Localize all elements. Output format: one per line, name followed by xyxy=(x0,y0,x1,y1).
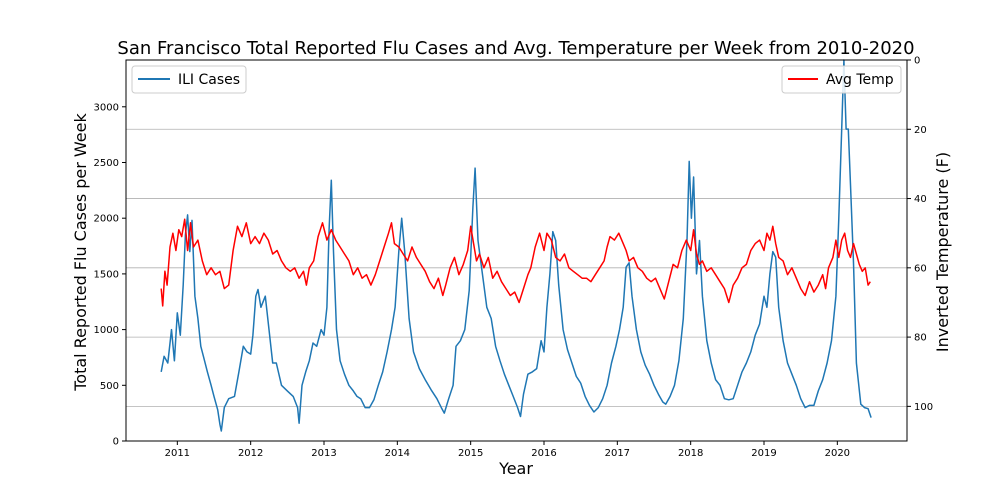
y-left-tick-label: 1000 xyxy=(94,325,119,336)
y-axis-right-ticks: 0 20 40 60 80 100 xyxy=(907,56,933,413)
legend-left-label: ILI Cases xyxy=(178,72,240,88)
legend-right-label: Avg Temp xyxy=(826,72,894,88)
series-lines xyxy=(160,59,872,432)
y-right-tick-label: 80 xyxy=(914,333,927,344)
legend-right: Avg Temp xyxy=(781,65,902,94)
y-left-tick-label: 3000 xyxy=(94,102,119,113)
x-tick-label: 2019 xyxy=(751,448,776,459)
y-axis-left-label: Total Reported Flu Cases per Week xyxy=(71,113,90,392)
y-right-tick-label: 20 xyxy=(914,125,927,136)
y-axis-right-label: Inverted Temperature (F) xyxy=(933,152,952,352)
y-left-tick-label: 2500 xyxy=(94,158,119,169)
legend-left: ILI Cases xyxy=(131,65,247,94)
x-axis-label: Year xyxy=(498,459,533,478)
y-left-tick-label: 500 xyxy=(100,381,119,392)
y-right-tick-label: 100 xyxy=(914,402,933,413)
x-tick-label: 2020 xyxy=(825,448,850,459)
chart-title: San Francisco Total Reported Flu Cases a… xyxy=(117,38,914,59)
x-axis-ticks: 2011 2012 2013 2014 2015 2016 2017 2018 2019 2020 xyxy=(165,441,850,459)
x-tick-label: 2017 xyxy=(605,448,630,459)
x-tick-label: 2018 xyxy=(678,448,703,459)
y-axis-left-ticks: 0 500 1000 1500 2000 2500 3000 xyxy=(94,102,126,448)
x-tick-label: 2014 xyxy=(385,448,410,459)
x-tick-label: 2016 xyxy=(531,448,556,459)
y-left-tick-label: 0 xyxy=(113,437,119,448)
x-tick-label: 2012 xyxy=(238,448,263,459)
x-tick-label: 2011 xyxy=(165,448,190,459)
series-line-ili-cases xyxy=(160,59,872,432)
plot-frame xyxy=(125,59,908,442)
y-right-tick-label: 40 xyxy=(914,194,927,205)
x-tick-label: 2015 xyxy=(458,448,483,459)
series-line-avg-temp xyxy=(160,218,871,307)
y-left-tick-label: 2000 xyxy=(94,214,119,225)
x-tick-label: 2013 xyxy=(311,448,336,459)
y-right-tick-label: 60 xyxy=(914,263,927,274)
y-left-tick-label: 1500 xyxy=(94,269,119,280)
y-right-tick-label: 0 xyxy=(914,56,920,67)
